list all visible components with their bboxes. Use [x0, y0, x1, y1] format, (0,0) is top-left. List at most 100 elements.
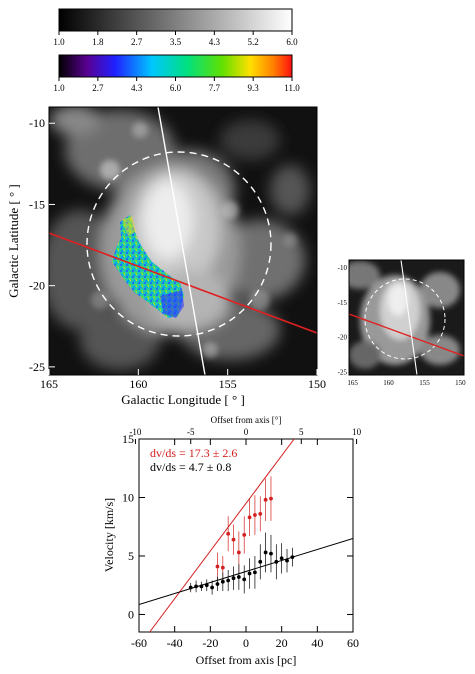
rainbow-colorbar-gradient — [58, 54, 293, 78]
data-point-series-1 — [253, 570, 257, 575]
velocity-ytick-label: 15 — [122, 432, 134, 446]
velocity-xtick-label: 40 — [311, 636, 323, 650]
grayscale-colorbar-tick-label: 1.0 — [53, 37, 65, 47]
annotation-black-slope: dv/ds = 4.7 ± 0.8 — [150, 460, 231, 474]
rainbow-colorbar-tick-label: 9.3 — [248, 83, 260, 93]
data-point-series-1 — [199, 584, 204, 589]
velocity-top-tick-label: 10 — [352, 427, 362, 437]
data-point-series-1 — [204, 583, 209, 588]
data-point-series-0 — [258, 511, 263, 516]
fit-line-series-0 — [149, 439, 295, 632]
region-circle — [86, 151, 272, 337]
data-point-series-1 — [242, 577, 247, 582]
data-point-series-1 — [226, 578, 231, 583]
cut-line — [49, 232, 317, 334]
rainbow-colorbar-tick-label: 7.7 — [209, 83, 221, 93]
data-point-series-1 — [279, 556, 284, 561]
main-map-panel: 165 160 155 150 -10 -15 -20 -25 Galactic Longit… — [6, 106, 326, 407]
rainbow-colorbar-tick-label: 6.0 — [170, 83, 182, 93]
main-map-xtick-label: 165 — [40, 377, 58, 391]
data-point-series-1 — [285, 558, 289, 563]
main-map-ytick-label: -20 — [29, 279, 45, 293]
main-map-ylabel: Galactic Latitude [ ° ] — [6, 184, 21, 297]
velocity-plot-axes: -60 -40 -20 0 20 40 60 -10 -5 0 5 10 0 5 10 15 — [122, 427, 362, 650]
main-map-ticks: 165 160 155 150 -10 -15 -20 -25 — [29, 116, 326, 391]
inset-map-xtick-label: 150 — [455, 379, 466, 387]
data-point-series-0 — [226, 531, 231, 536]
velocity-plot-xlabel: Offset from axis [pc] — [196, 653, 297, 667]
velocity-ytick-label: 5 — [128, 549, 134, 563]
velocity-top-tick-label: -5 — [187, 427, 195, 437]
inset-region-circle — [364, 278, 446, 360]
data-point-series-0 — [247, 515, 252, 520]
velocity-overlay — [112, 215, 184, 318]
rainbow-colorbar: 1.0 2.7 4.3 6.0 7.7 9.3 11.0 — [53, 54, 300, 93]
inset-map-xtick-label: 165 — [347, 379, 358, 387]
data-point-series-1 — [290, 555, 295, 560]
rainbow-colorbar-tick-label: 4.3 — [131, 83, 143, 93]
grayscale-colorbar-tick-label: 1.8 — [92, 37, 104, 47]
grayscale-colorbar: 1.0 1.8 2.7 3.5 4.3 5.2 6.0 — [53, 8, 298, 47]
data-point-series-0 — [215, 564, 220, 569]
main-map-xlabel: Galactic Longitude [ ° ] — [121, 392, 245, 407]
grayscale-colorbar-tick-label: 6.0 — [286, 37, 298, 47]
velocity-plot-ylabel: Velocity [km/s] — [102, 498, 116, 572]
velocity-plot-panel: -60 -40 -20 0 20 40 60 -10 -5 0 5 10 0 5 10 15 dv/ds = … — [102, 415, 362, 667]
data-point-series-1 — [274, 559, 279, 564]
data-point-series-0 — [231, 537, 236, 542]
data-point-series-1 — [236, 575, 241, 579]
main-map-xtick-label: 155 — [219, 377, 237, 391]
data-point-series-0 — [242, 533, 247, 537]
data-point-series-1 — [231, 576, 236, 581]
velocity-xtick-label: 0 — [243, 636, 249, 650]
grayscale-colorbar-tick-label: 5.2 — [248, 37, 259, 47]
velocity-top-tick-label: 0 — [244, 427, 249, 437]
main-map-xtick-label: 150 — [308, 377, 326, 391]
data-point-series-0 — [253, 513, 257, 517]
inset-map-image — [349, 260, 464, 375]
main-map-ytick-label: -25 — [29, 360, 45, 374]
rainbow-colorbar-tick-label: 11.0 — [284, 83, 300, 93]
velocity-xtick-label: 60 — [347, 636, 359, 650]
inset-map-ytick-label: -25 — [338, 369, 348, 377]
data-point-series-1 — [258, 559, 263, 564]
data-point-series-1 — [220, 579, 225, 584]
main-map-ytick-label: -15 — [29, 197, 45, 211]
inset-map-ytick-label: -15 — [338, 299, 348, 307]
inset-map-ticks: 165 160 155 150 -10 -15 -20 -25 — [338, 264, 467, 387]
data-point-series-0 — [269, 496, 273, 501]
inset-map-xtick-label: 155 — [419, 379, 430, 387]
data-point-series-1 — [194, 584, 198, 589]
velocity-ytick-label: 0 — [128, 607, 134, 621]
velocity-top-tick-label: 5 — [299, 427, 304, 437]
data-point-series-1 — [215, 582, 220, 586]
inset-axis-line — [400, 260, 418, 375]
velocity-top-tick-label: -10 — [129, 427, 141, 437]
rainbow-colorbar-tick-label: 1.0 — [53, 83, 65, 93]
data-point-series-0 — [220, 565, 225, 570]
velocity-plot-marks — [139, 439, 353, 632]
velocity-xtick-label: -60 — [131, 636, 147, 650]
grayscale-colorbar-tick-label: 2.7 — [131, 37, 143, 47]
main-map-frame — [48, 106, 318, 376]
inset-map-panel: 165 160 155 150 -10 -15 -20 -25 — [338, 259, 467, 387]
velocity-xtick-label: 20 — [276, 636, 288, 650]
inset-map-ytick-label: -20 — [338, 334, 348, 342]
data-point-series-0 — [236, 550, 241, 555]
inset-map-ytick-label: -10 — [338, 264, 348, 272]
data-point-series-0 — [263, 497, 268, 502]
inset-map-xtick-label: 160 — [383, 379, 394, 387]
velocity-xtick-label: -40 — [167, 636, 183, 650]
main-map-ytick-label: -10 — [29, 116, 45, 130]
velocity-plot-top-xlabel: Offset from axis [°] — [211, 415, 282, 425]
velocity-ytick-label: 10 — [122, 490, 134, 504]
data-point-series-1 — [188, 585, 193, 590]
data-point-series-1 — [210, 585, 215, 590]
data-point-series-1 — [269, 551, 273, 556]
grayscale-colorbar-gradient — [58, 8, 293, 32]
rainbow-colorbar-ticks: 1.0 2.7 4.3 6.0 7.7 9.3 11.0 — [53, 77, 300, 93]
axis-line — [157, 107, 206, 375]
main-map-image — [49, 107, 317, 375]
data-point-series-1 — [263, 550, 268, 555]
